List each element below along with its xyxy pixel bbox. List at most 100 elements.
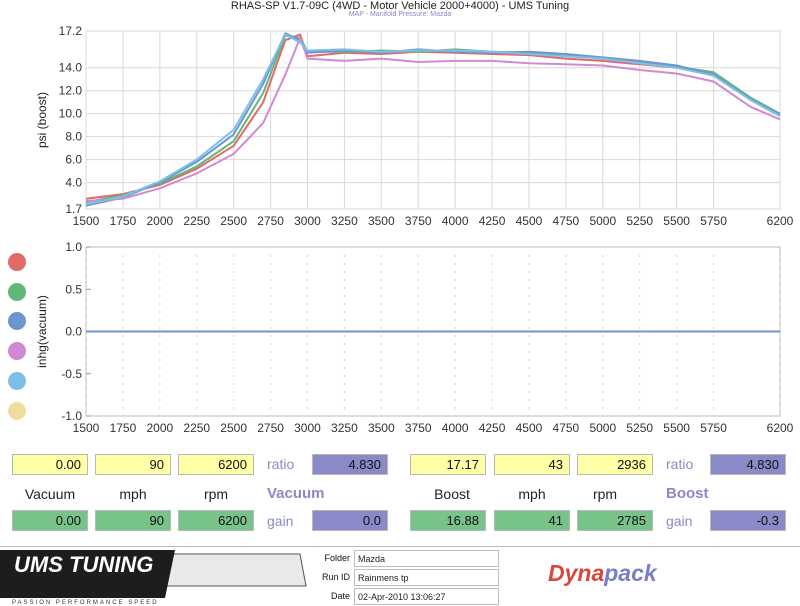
x-tick-label: 2500 — [220, 214, 247, 228]
x-tick-label: 2250 — [183, 421, 210, 435]
x-tick-label: 3000 — [294, 214, 321, 228]
x-tick-label: 4000 — [442, 214, 469, 228]
y-axis-label: psi (boost) — [35, 92, 49, 148]
dynapack-logo-part2: pack — [604, 560, 657, 586]
x-tick-label: 1750 — [110, 421, 137, 435]
x-tick-label: 4500 — [516, 421, 543, 435]
mph-readout-right: 43 — [494, 454, 570, 475]
logo-tagline: PASSION PERFORMANCE SPEED — [12, 600, 159, 606]
rpm-readout-left-2: 6200 — [178, 510, 254, 531]
x-tick-label: 3250 — [331, 214, 358, 228]
runid-label: Run ID — [321, 572, 350, 582]
y-tick-label: 1.0 — [65, 240, 82, 254]
x-tick-label: 2750 — [257, 214, 284, 228]
x-tick-label: 5750 — [700, 214, 727, 228]
gain-readout-right: -0.3 — [710, 510, 786, 531]
logo-wordmark: UMS TUNING — [14, 552, 153, 577]
vacuum-label: Vacuum — [24, 486, 76, 502]
date-label: Date — [330, 591, 350, 601]
gain-readout-left: 0.0 — [312, 510, 388, 531]
gain-label-left: gain — [267, 513, 294, 529]
folder-field: Mazda — [354, 550, 499, 567]
x-tick-label: 3500 — [368, 421, 395, 435]
x-tick-label: 3750 — [405, 421, 432, 435]
legend-dot-run1[interactable] — [8, 253, 26, 271]
mph-readout-left-2: 90 — [95, 510, 171, 531]
ums-tuning-logo: UMS TUNING PASSION PERFORMANCE SPEED — [0, 550, 307, 606]
x-tick-label: 4500 — [516, 214, 543, 228]
x-tick-label: 4750 — [553, 421, 580, 435]
x-tick-label: 2500 — [220, 421, 247, 435]
y-tick-label: 1.7 — [65, 202, 82, 216]
mph-label-right: mph — [518, 486, 546, 502]
dynapack-logo: Dynapack — [548, 560, 657, 587]
vacuum-readout-2: 0.00 — [12, 510, 88, 531]
ratio-readout-right: 4.830 — [710, 454, 786, 475]
x-tick-label: 4000 — [442, 421, 469, 435]
y-tick-label: -0.5 — [61, 367, 82, 381]
x-tick-label: 6200 — [767, 214, 794, 228]
x-tick-label: 2750 — [257, 421, 284, 435]
vacuum-section-label: Vacuum — [267, 485, 325, 502]
x-tick-label: 4750 — [553, 214, 580, 228]
series-line-run3 — [85, 32, 781, 207]
x-tick-label: 1500 — [73, 421, 100, 435]
rpm-readout-right-2: 2785 — [577, 510, 653, 531]
legend-dot-run2[interactable] — [8, 283, 26, 301]
series-line-run4 — [85, 36, 781, 202]
rpm-readout-left: 6200 — [178, 454, 254, 475]
mph-readout-right-2: 41 — [494, 510, 570, 531]
date-field: 02-Apr-2010 13:06:27 — [354, 588, 499, 605]
rpm-label-left: rpm — [203, 486, 229, 502]
boost-readout-2: 16.88 — [410, 510, 486, 531]
mph-label-left: mph — [119, 486, 147, 502]
rpm-readout-right: 2936 — [577, 454, 653, 475]
x-tick-label: 3250 — [331, 421, 358, 435]
x-tick-label: 3000 — [294, 421, 321, 435]
x-tick-label: 5750 — [700, 421, 727, 435]
y-tick-label: 8.0 — [65, 130, 82, 144]
x-tick-label: 1500 — [73, 214, 100, 228]
legend-dot-run4[interactable] — [8, 342, 26, 360]
x-tick-label: 1750 — [110, 214, 137, 228]
legend-dot-run6[interactable] — [8, 402, 26, 420]
ratio-label-right: ratio — [666, 456, 694, 472]
x-tick-label: 2000 — [146, 421, 173, 435]
ratio-label-left: ratio — [267, 456, 295, 472]
y-tick-label: 14.0 — [59, 61, 83, 75]
runid-field: Rainmens tp — [354, 569, 499, 586]
x-tick-label: 3500 — [368, 214, 395, 228]
boost-chart: 1500 1750 2000 2250 2500 2750 3000 3250 3500 3750… — [35, 24, 794, 228]
ratio-readout-left: 4.830 — [312, 454, 388, 475]
legend-dot-run5[interactable] — [8, 372, 26, 390]
x-tick-label: 5500 — [663, 421, 690, 435]
y-axis-label: inhg(vacuum) — [35, 295, 49, 368]
series-line-run5 — [85, 33, 781, 206]
boost-label: Boost — [434, 486, 470, 502]
boost-readout: 17.17 — [410, 454, 486, 475]
y-tick-label: 0.5 — [65, 282, 82, 296]
y-tick-label: 0.0 — [65, 325, 82, 339]
x-tick-label: 5000 — [589, 214, 616, 228]
rpm-label-right: rpm — [592, 486, 618, 502]
y-tick-label: 10.0 — [59, 107, 83, 121]
x-tick-label: 2250 — [183, 214, 210, 228]
legend-dot-run3[interactable] — [8, 312, 26, 330]
y-tick-label: 12.0 — [59, 84, 83, 98]
boost-section-label: Boost — [666, 485, 709, 502]
page-title: RHAS-SP V1.7-09C (4WD - Motor Vehicle 20… — [230, 0, 570, 12]
page-subtitle: MAP - Manifold Pressure: Mazda — [348, 11, 452, 18]
y-tick-label: 6.0 — [65, 153, 82, 167]
folder-label: Folder — [324, 553, 350, 563]
y-tick-label: 4.0 — [65, 176, 82, 190]
dynapack-logo-part1: Dyna — [548, 560, 605, 586]
x-tick-label: 2000 — [146, 214, 173, 228]
x-tick-label: 5250 — [626, 421, 653, 435]
mph-readout-left: 90 — [95, 454, 171, 475]
x-tick-label: 6200 — [767, 421, 794, 435]
x-tick-label: 4250 — [479, 421, 506, 435]
y-tick-label: -1.0 — [61, 409, 82, 423]
gain-label-right: gain — [666, 513, 693, 529]
x-tick-label: 5250 — [626, 214, 653, 228]
x-tick-label: 5500 — [663, 214, 690, 228]
